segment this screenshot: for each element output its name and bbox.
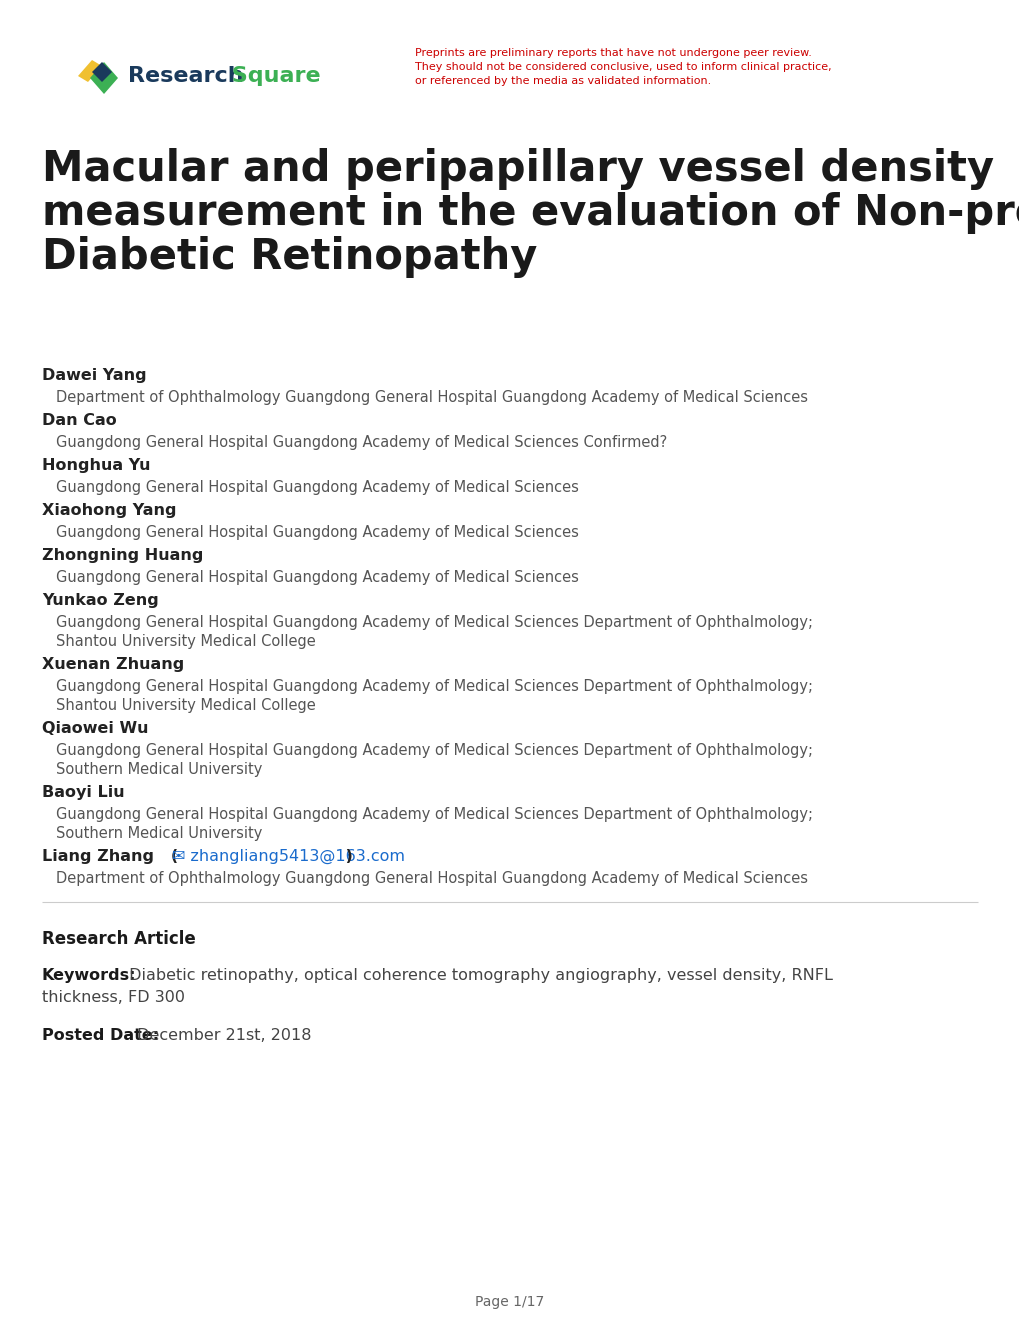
Text: Guangdong General Hospital Guangdong Academy of Medical Sciences Department of O: Guangdong General Hospital Guangdong Aca…	[56, 615, 812, 630]
Text: Dawei Yang: Dawei Yang	[42, 368, 147, 383]
Text: ✉ zhangliang5413@163.com: ✉ zhangliang5413@163.com	[172, 849, 405, 865]
Text: Honghua Yu: Honghua Yu	[42, 458, 151, 473]
Text: Shantou University Medical College: Shantou University Medical College	[56, 698, 316, 713]
Text: ): )	[339, 849, 353, 865]
Text: Xuenan Zhuang: Xuenan Zhuang	[42, 657, 184, 672]
Text: Macular and peripapillary vessel density: Macular and peripapillary vessel density	[42, 148, 994, 190]
Text: Baoyi Liu: Baoyi Liu	[42, 785, 124, 800]
Text: Yunkao Zeng: Yunkao Zeng	[42, 593, 159, 609]
Text: Guangdong General Hospital Guangdong Academy of Medical Sciences: Guangdong General Hospital Guangdong Aca…	[56, 480, 579, 495]
Text: Guangdong General Hospital Guangdong Academy of Medical Sciences Department of O: Guangdong General Hospital Guangdong Aca…	[56, 807, 812, 822]
Text: Diabetic retinopathy, optical coherence tomography angiography, vessel density, : Diabetic retinopathy, optical coherence …	[124, 968, 833, 983]
Text: or referenced by the media as validated information.: or referenced by the media as validated …	[415, 77, 710, 86]
Text: measurement in the evaluation of Non-proliferative: measurement in the evaluation of Non-pro…	[42, 191, 1019, 234]
Text: Keywords:: Keywords:	[42, 968, 137, 983]
Text: They should not be considered conclusive, used to inform clinical practice,: They should not be considered conclusive…	[415, 62, 830, 73]
Polygon shape	[90, 62, 118, 94]
Text: Liang Zhang   (: Liang Zhang (	[42, 849, 190, 865]
Text: Xiaohong Yang: Xiaohong Yang	[42, 503, 176, 517]
Text: Posted Date:: Posted Date:	[42, 1028, 159, 1043]
Text: Southern Medical University: Southern Medical University	[56, 826, 262, 841]
Text: Diabetic Retinopathy: Diabetic Retinopathy	[42, 236, 537, 279]
Text: Guangdong General Hospital Guangdong Academy of Medical Sciences: Guangdong General Hospital Guangdong Aca…	[56, 570, 579, 585]
Polygon shape	[92, 62, 112, 82]
Text: Department of Ophthalmology Guangdong General Hospital Guangdong Academy of Medi: Department of Ophthalmology Guangdong Ge…	[56, 389, 807, 405]
Text: Shantou University Medical College: Shantou University Medical College	[56, 634, 316, 649]
Text: Guangdong General Hospital Guangdong Academy of Medical Sciences: Guangdong General Hospital Guangdong Aca…	[56, 525, 579, 540]
Text: Qiaowei Wu: Qiaowei Wu	[42, 721, 149, 737]
Text: Zhongning Huang: Zhongning Huang	[42, 548, 203, 564]
Text: Department of Ophthalmology Guangdong General Hospital Guangdong Academy of Medi: Department of Ophthalmology Guangdong Ge…	[56, 871, 807, 886]
Text: Page 1/17: Page 1/17	[475, 1295, 544, 1309]
Text: Guangdong General Hospital Guangdong Academy of Medical Sciences Department of O: Guangdong General Hospital Guangdong Aca…	[56, 678, 812, 694]
Text: Square: Square	[224, 66, 320, 86]
Text: December 21st, 2018: December 21st, 2018	[131, 1028, 311, 1043]
Text: Guangdong General Hospital Guangdong Academy of Medical Sciences Department of O: Guangdong General Hospital Guangdong Aca…	[56, 743, 812, 758]
Text: Dan Cao: Dan Cao	[42, 413, 116, 428]
Text: Southern Medical University: Southern Medical University	[56, 762, 262, 777]
Polygon shape	[77, 59, 102, 82]
Text: Preprints are preliminary reports that have not undergone peer review.: Preprints are preliminary reports that h…	[415, 48, 811, 58]
Text: thickness, FD 300: thickness, FD 300	[42, 990, 184, 1005]
Text: Research Article: Research Article	[42, 931, 196, 948]
Text: Guangdong General Hospital Guangdong Academy of Medical Sciences Confirmed?: Guangdong General Hospital Guangdong Aca…	[56, 436, 666, 450]
Text: Research: Research	[127, 66, 244, 86]
